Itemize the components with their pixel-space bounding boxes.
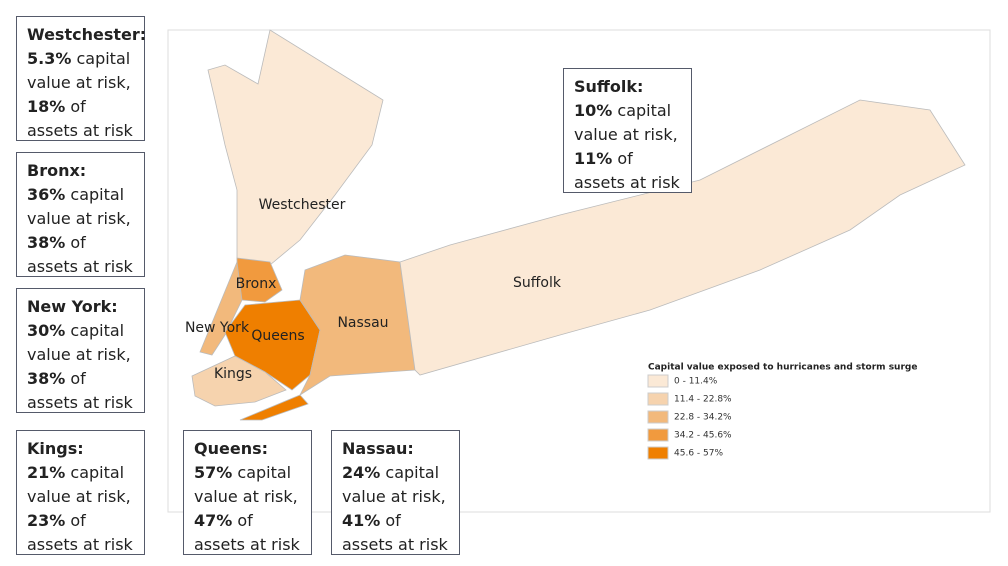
callout: New York: 30% capital value at risk, 38% o…: [16, 288, 145, 413]
region-label: Queens: [251, 328, 304, 344]
region-label: Bronx: [236, 276, 277, 292]
legend-swatch: [647, 428, 669, 442]
region: [191, 355, 287, 407]
callout-title: New York:: [27, 297, 118, 316]
callout: Westchester: 5.3% capital value at risk, 1…: [16, 16, 147, 141]
assets-value: 41%: [342, 511, 381, 530]
capital-value: 10%: [574, 101, 613, 120]
legend-label: 34.2 - 45.6%: [674, 431, 732, 441]
assets-text: of assets at risk: [574, 149, 680, 192]
capital-value: 30%: [27, 321, 66, 340]
assets-value: 38%: [27, 233, 66, 252]
capital-value: 36%: [27, 185, 66, 204]
legend-label: 0 - 11.4%: [674, 377, 718, 387]
region: [199, 260, 243, 356]
legend-swatch: [647, 392, 669, 406]
capital-text: capital value at risk,: [27, 463, 131, 506]
legend-label: 45.6 - 57%: [674, 449, 723, 459]
callout: Kings: 21% capital value at risk, 23% of a…: [16, 430, 145, 555]
callout-title: Westchester:: [27, 25, 147, 44]
capital-text: capital value at risk,: [574, 101, 678, 144]
assets-value: 18%: [27, 97, 66, 116]
assets-text: of assets at risk: [194, 511, 300, 554]
capital-value: 57%: [194, 463, 233, 482]
legend-swatch: [647, 410, 669, 424]
legend-label: 11.4 - 22.8%: [674, 395, 732, 405]
capital-text: capital value at risk,: [27, 49, 131, 92]
callout: Queens: 57% capital value at risk, 47% of …: [183, 430, 312, 555]
capital-text: capital value at risk,: [27, 185, 131, 228]
legend-label: 22.8 - 34.2%: [674, 413, 732, 423]
legend: 0 - 11.4% 11.4 - 22.8% 22.8 - 34.2% 34.2 - …: [647, 374, 732, 460]
callout: Suffolk: 10% capital value at risk, 11% of…: [563, 68, 692, 193]
capital-value: 24%: [342, 463, 381, 482]
legend-swatch: [647, 446, 669, 460]
region-label: Suffolk: [513, 275, 562, 291]
callout: Nassau: 24% capital value at risk, 41% of …: [331, 430, 460, 555]
assets-text: of assets at risk: [342, 511, 448, 554]
assets-text: of assets at risk: [27, 511, 133, 554]
region: [298, 254, 416, 397]
region-label: New York: [185, 320, 250, 336]
assets-text: of assets at risk: [27, 369, 133, 412]
callout-title: Nassau:: [342, 439, 414, 458]
callout-title: Kings:: [27, 439, 84, 458]
region: [399, 99, 966, 376]
capital-text: capital value at risk,: [27, 321, 131, 364]
region: [207, 29, 384, 266]
assets-text: of assets at risk: [27, 233, 133, 276]
assets-value: 47%: [194, 511, 233, 530]
assets-value: 23%: [27, 511, 66, 530]
callout: Bronx: 36% capital value at risk, 38% of a…: [16, 152, 145, 277]
callout-title: Suffolk:: [574, 77, 644, 96]
region-label: Nassau: [337, 315, 388, 331]
capital-value: 21%: [27, 463, 66, 482]
assets-value: 11%: [574, 149, 613, 168]
region-label: Westchester: [259, 197, 346, 213]
legend-swatch: [647, 374, 669, 388]
capital-value: 5.3%: [27, 49, 72, 68]
region-label: Kings: [214, 366, 252, 382]
assets-text: of assets at risk: [27, 97, 133, 140]
capital-text: capital value at risk,: [342, 463, 446, 506]
capital-text: capital value at risk,: [194, 463, 298, 506]
assets-value: 38%: [27, 369, 66, 388]
legend-title: Capital value exposed to hurricanes and …: [648, 363, 917, 373]
callout-title: Queens:: [194, 439, 269, 458]
callout-title: Bronx:: [27, 161, 87, 180]
